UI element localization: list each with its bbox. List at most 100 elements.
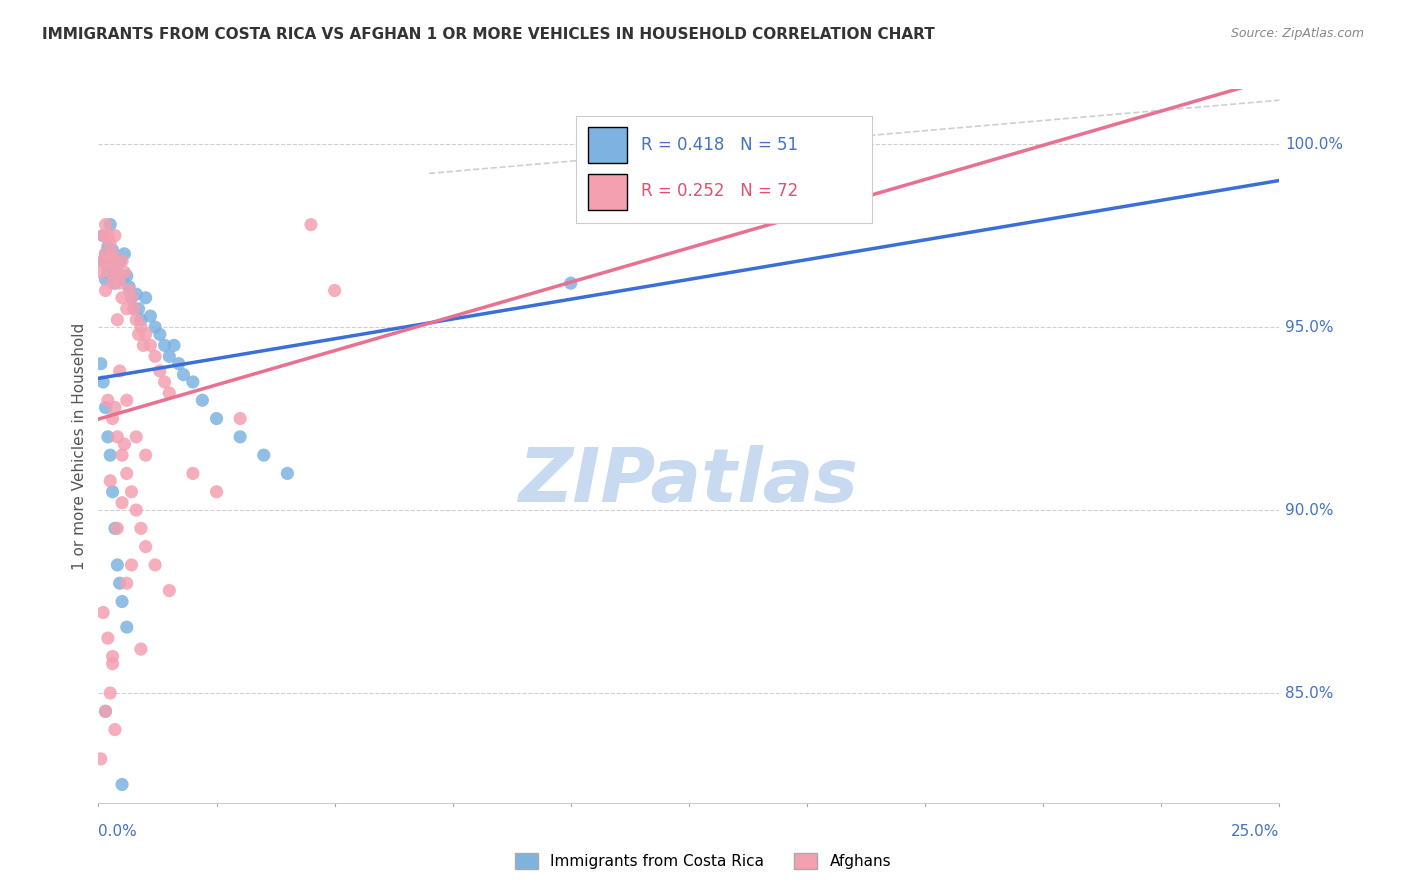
- Point: [143, 558, 166, 572]
- Point: [191, 393, 214, 408]
- Point: [112, 265, 135, 279]
- Point: [90, 357, 112, 371]
- Text: 90.0%: 90.0%: [1285, 502, 1334, 517]
- Point: [143, 320, 166, 334]
- Point: [111, 594, 134, 608]
- Point: [94, 284, 117, 298]
- Point: [115, 393, 138, 408]
- Text: 0.0%: 0.0%: [98, 824, 138, 839]
- Point: [97, 430, 120, 444]
- Point: [125, 503, 148, 517]
- Point: [97, 228, 120, 243]
- Y-axis label: 1 or more Vehicles in Household: 1 or more Vehicles in Household: [72, 322, 87, 570]
- Point: [149, 364, 172, 378]
- Point: [104, 254, 127, 268]
- Point: [91, 228, 114, 243]
- Point: [105, 558, 128, 572]
- Point: [91, 228, 114, 243]
- Point: [118, 284, 141, 298]
- Point: [91, 254, 114, 268]
- Point: [91, 375, 114, 389]
- Point: [111, 448, 134, 462]
- Point: [94, 401, 117, 415]
- Point: [101, 244, 124, 258]
- Text: 100.0%: 100.0%: [1285, 136, 1343, 152]
- Point: [91, 606, 114, 620]
- Point: [111, 291, 134, 305]
- Point: [111, 254, 134, 268]
- Text: 95.0%: 95.0%: [1285, 319, 1334, 334]
- Point: [108, 576, 131, 591]
- Text: R = 0.418   N = 51: R = 0.418 N = 51: [641, 136, 799, 153]
- Point: [135, 327, 157, 342]
- Point: [118, 280, 141, 294]
- Point: [122, 301, 145, 316]
- Point: [139, 338, 162, 352]
- Point: [139, 309, 162, 323]
- Point: [125, 312, 148, 326]
- Point: [101, 484, 124, 499]
- Point: [115, 301, 138, 316]
- Text: 85.0%: 85.0%: [1285, 686, 1334, 700]
- Text: R = 0.252   N = 72: R = 0.252 N = 72: [641, 182, 799, 200]
- Point: [229, 430, 252, 444]
- Point: [121, 558, 143, 572]
- FancyBboxPatch shape: [588, 174, 627, 211]
- Point: [129, 312, 152, 326]
- Point: [132, 338, 155, 352]
- Point: [205, 484, 228, 499]
- Point: [157, 583, 180, 598]
- Point: [125, 287, 148, 301]
- Point: [654, 199, 676, 213]
- Point: [97, 239, 120, 253]
- Point: [94, 247, 117, 261]
- Point: [101, 276, 124, 290]
- Point: [98, 448, 121, 462]
- Point: [149, 327, 172, 342]
- Point: [135, 291, 157, 305]
- Point: [94, 272, 117, 286]
- Point: [111, 777, 134, 791]
- Point: [101, 411, 124, 425]
- Point: [94, 704, 117, 718]
- Point: [560, 276, 582, 290]
- Point: [153, 375, 176, 389]
- Point: [97, 631, 120, 645]
- Point: [128, 327, 150, 342]
- Point: [104, 228, 127, 243]
- Point: [121, 291, 143, 305]
- Point: [129, 642, 152, 657]
- Text: ZIPatlas: ZIPatlas: [519, 445, 859, 518]
- Point: [98, 686, 121, 700]
- Point: [122, 301, 145, 316]
- Point: [97, 393, 120, 408]
- Point: [98, 218, 121, 232]
- Point: [90, 265, 112, 279]
- Point: [101, 657, 124, 671]
- Point: [172, 368, 194, 382]
- Point: [101, 247, 124, 261]
- Point: [105, 265, 128, 279]
- Point: [105, 521, 128, 535]
- Point: [108, 276, 131, 290]
- Point: [104, 723, 127, 737]
- Point: [98, 265, 121, 279]
- Point: [181, 467, 204, 481]
- Point: [135, 448, 157, 462]
- Point: [105, 430, 128, 444]
- Point: [115, 576, 138, 591]
- Point: [129, 320, 152, 334]
- Point: [90, 752, 112, 766]
- Text: Source: ZipAtlas.com: Source: ZipAtlas.com: [1230, 27, 1364, 40]
- Point: [101, 649, 124, 664]
- Point: [323, 284, 346, 298]
- Point: [111, 272, 134, 286]
- Point: [91, 254, 114, 268]
- Point: [111, 496, 134, 510]
- Point: [112, 247, 135, 261]
- Point: [205, 411, 228, 425]
- Point: [104, 254, 127, 268]
- Point: [97, 265, 120, 279]
- Legend: Immigrants from Costa Rica, Afghans: Immigrants from Costa Rica, Afghans: [509, 847, 897, 875]
- Point: [98, 235, 121, 250]
